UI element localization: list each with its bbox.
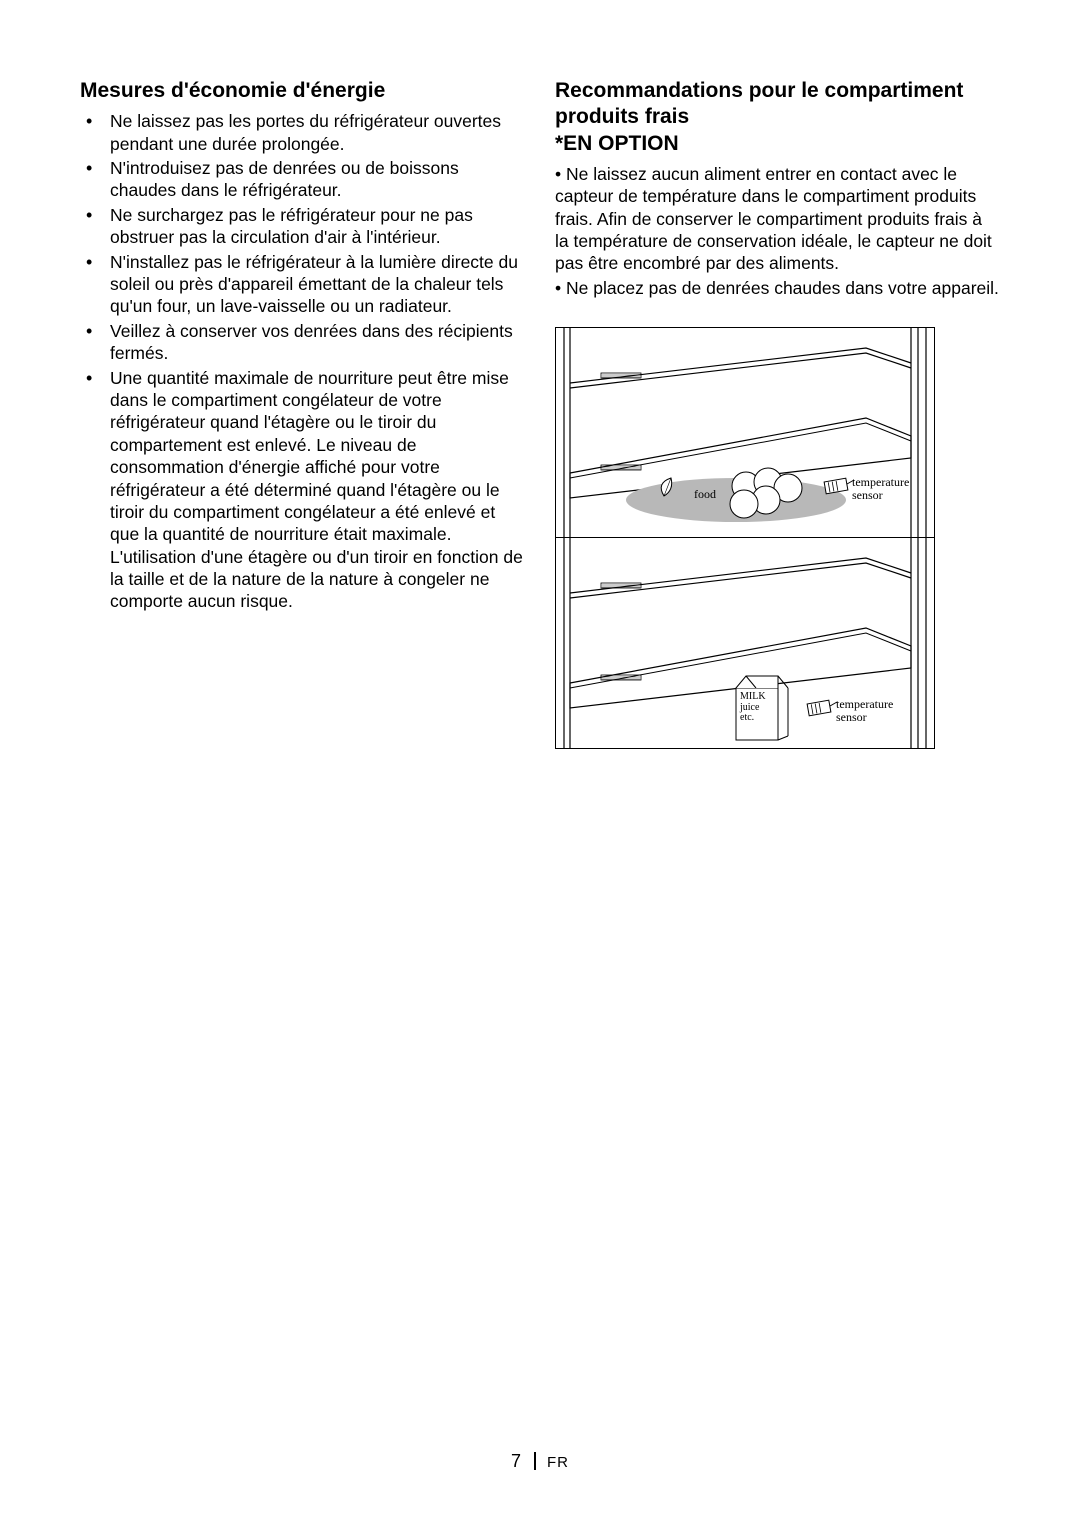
two-column-layout: Mesures d'économie d'énergie Ne laissez … bbox=[80, 78, 1000, 749]
list-item: Ne surchargez pas le réfrigérateur pour … bbox=[80, 204, 525, 249]
carton-label: MILK juice etc. bbox=[740, 692, 766, 724]
fridge-diagram-1-icon bbox=[556, 328, 936, 538]
list-item: N'introduisez pas de denrées ou de boiss… bbox=[80, 157, 525, 202]
left-column: Mesures d'économie d'énergie Ne laissez … bbox=[80, 78, 525, 749]
list-item: Veillez à conserver vos denrées dans des… bbox=[80, 320, 525, 365]
energy-bullet-list: Ne laissez pas les portes du réfrigérate… bbox=[80, 110, 525, 613]
sensor-label: temperature sensor bbox=[852, 476, 909, 501]
figure-food-sensor: food temperature sensor bbox=[556, 328, 934, 538]
food-label: food bbox=[694, 488, 716, 501]
list-item: N'installez pas le réfrigérateur à la lu… bbox=[80, 251, 525, 318]
paragraph: Ne placez pas de denrées chaudes dans vo… bbox=[555, 277, 1000, 299]
right-heading: Recommandations pour le compartiment pro… bbox=[555, 78, 1000, 157]
footer-separator-icon bbox=[534, 1452, 536, 1470]
heading-line-1: Recommandations pour le compartiment pro… bbox=[555, 79, 963, 128]
left-heading: Mesures d'économie d'énergie bbox=[80, 78, 525, 104]
heading-line-2: *EN OPTION bbox=[555, 132, 679, 155]
list-item: Une quantité maximale de nourriture peut… bbox=[80, 367, 525, 613]
sensor-label: temperature sensor bbox=[836, 698, 893, 723]
right-column: Recommandations pour le compartiment pro… bbox=[555, 78, 1000, 749]
figure-block: food temperature sensor bbox=[555, 327, 935, 749]
paragraph: Ne laissez aucun aliment entrer en conta… bbox=[555, 163, 1000, 275]
list-item: Ne laissez pas les portes du réfrigérate… bbox=[80, 110, 525, 155]
page-footer: 7 FR bbox=[0, 1451, 1080, 1472]
figure-carton-sensor: MILK juice etc. temperature sensor bbox=[556, 538, 934, 748]
page-number: 7 bbox=[511, 1451, 521, 1471]
language-code: FR bbox=[547, 1454, 569, 1471]
